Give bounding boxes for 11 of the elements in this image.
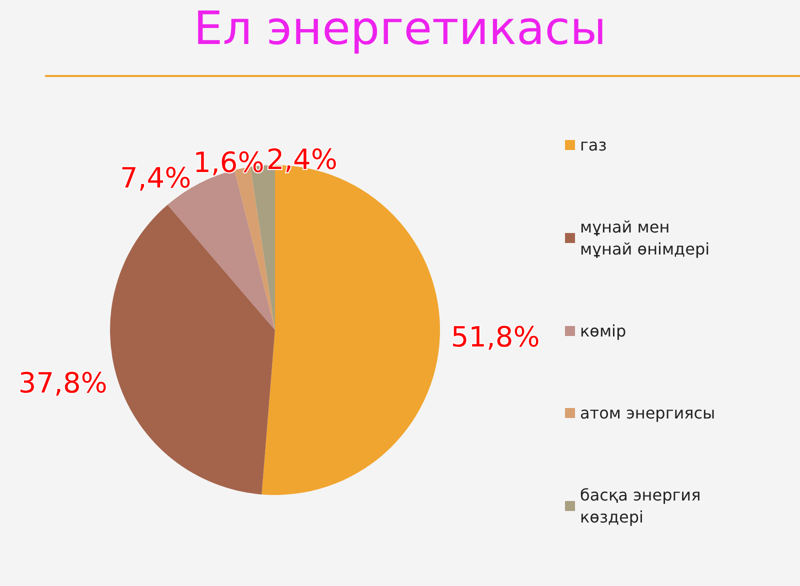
chart-title: Ел энергетикасы: [194, 1, 606, 55]
data-label: 7,4%: [120, 162, 192, 195]
legend-label: газ: [580, 136, 607, 154]
data-label: 37,8%: [18, 366, 108, 400]
legend-label: көмір: [580, 322, 626, 340]
data-label: 2,4%: [266, 142, 338, 176]
legend-label: басқа энергия көздері: [580, 486, 706, 526]
data-label: 51,8%: [450, 320, 540, 354]
legend-label: мұнай мен мұнай өнімдері: [580, 218, 710, 258]
data-label: 1,6%: [193, 146, 264, 179]
legend-label: атом энергиясы: [580, 404, 716, 422]
